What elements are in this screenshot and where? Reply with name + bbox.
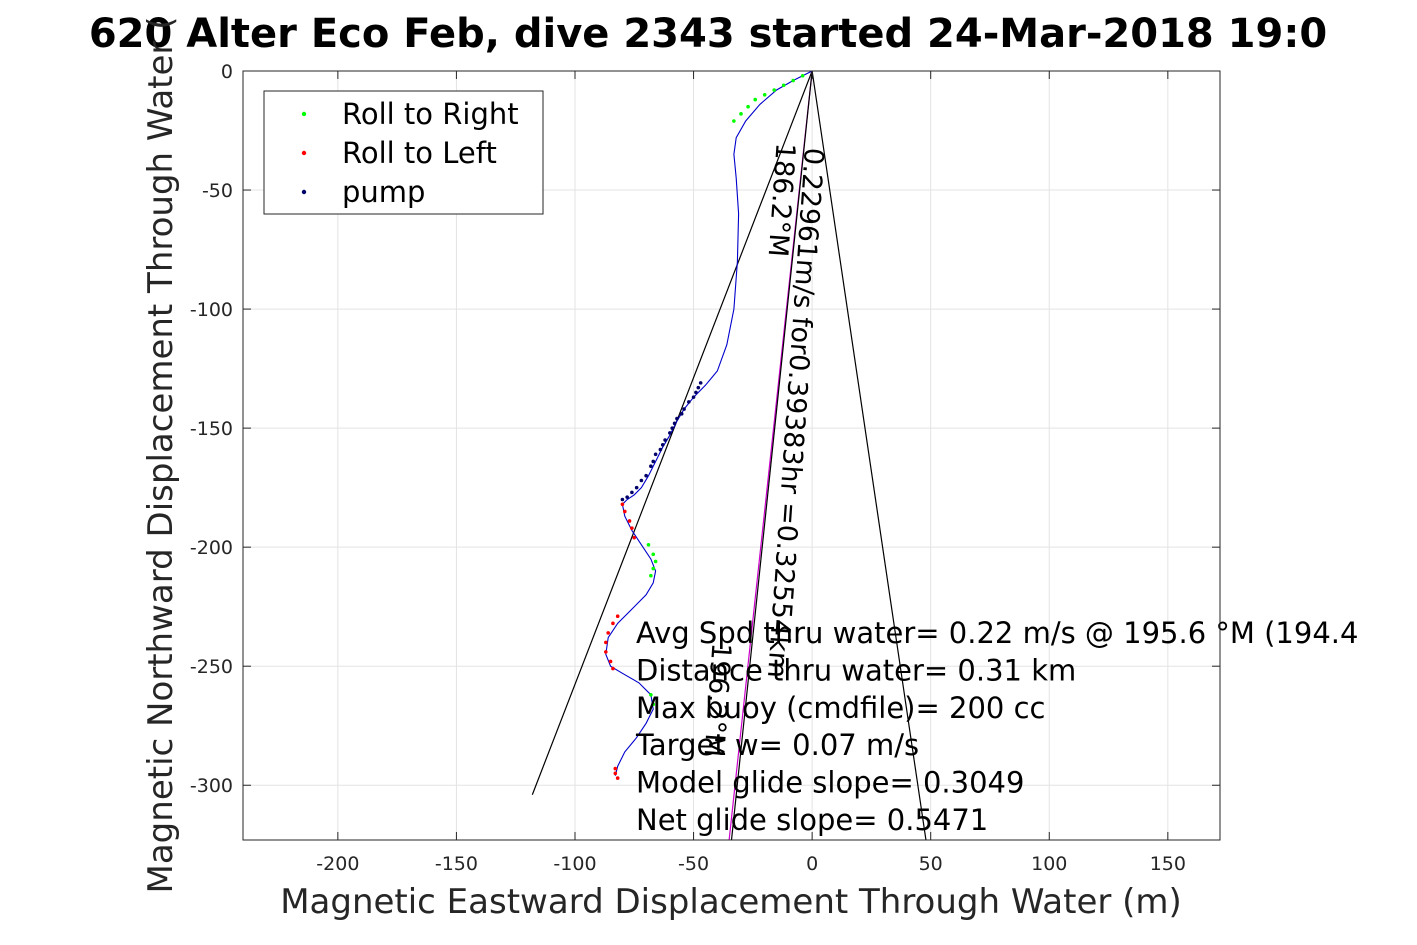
y-tick-label: -50: [202, 180, 233, 202]
x-axis-label: Magnetic Eastward Displacement Through W…: [280, 882, 1182, 922]
roll-to-left-point: [611, 666, 615, 671]
roll-to-left-point: [615, 614, 620, 619]
legend: Roll to Right Roll to Left pump: [263, 90, 544, 215]
roll-to-right-point: [649, 573, 653, 578]
pump-point: [691, 395, 696, 399]
pump-point: [625, 495, 629, 499]
pump-point: [668, 431, 672, 435]
roll-to-left-point: [632, 535, 637, 540]
roll-to-right-point: [649, 692, 653, 697]
x-axis-ticks: -200 -150 -100 -50 0 50 100 150: [316, 71, 1186, 875]
roll-to-right-point: [651, 702, 656, 707]
roll-to-left-point: [615, 776, 620, 780]
pump-point: [639, 478, 644, 483]
legend-marker: [301, 150, 307, 156]
roll-to-left-point: [604, 640, 608, 645]
legend-entry-roll-to-right: Roll to Right: [342, 97, 519, 131]
y-tick-label: -250: [190, 656, 233, 678]
roll-to-right-point: [800, 73, 805, 78]
roll-to-right-point: [732, 119, 736, 123]
pump-point: [660, 442, 665, 447]
chart-title: 620 Alter Eco Feb, dive 2343 started 24-…: [89, 11, 1327, 57]
pump-point: [634, 485, 639, 490]
roll-to-right-point: [746, 104, 750, 109]
pump-point: [630, 490, 634, 495]
reference-lines: [531, 70, 927, 841]
pump-point: [679, 412, 684, 416]
pump-point: [663, 438, 667, 442]
pump-point: [682, 407, 686, 411]
y-axis-ticks: 0 -50 -100 -150 -200 -250 -300: [190, 61, 1220, 797]
roll-to-right-point: [753, 97, 758, 102]
legend-entry-pump: pump: [342, 175, 425, 209]
x-tick-label: -100: [553, 853, 596, 875]
legend-marker: [301, 111, 307, 117]
roll-to-right-point: [772, 88, 776, 92]
y-tick-label: -200: [190, 537, 233, 559]
plot-frame: [242, 70, 1221, 841]
roll-to-right-point: [653, 559, 658, 564]
annotation-line-6: Net glide slope= 0.5471: [636, 803, 988, 837]
pump-point: [653, 452, 658, 457]
y-tick-label: -100: [190, 299, 233, 321]
legend-box: [263, 90, 544, 215]
pump-point: [620, 497, 625, 502]
roll-to-right-point: [739, 112, 743, 116]
roll-to-left-point: [606, 631, 610, 635]
x-tick-label: 150: [1150, 853, 1186, 875]
roll-to-left-point: [630, 526, 634, 530]
black-line-c: [730, 70, 813, 841]
pump-point: [670, 426, 675, 430]
legend-entry-roll-to-left: Roll to Left: [342, 136, 497, 170]
pump-point: [696, 385, 701, 390]
roll-to-left-point: [611, 621, 615, 626]
roll-to-right-point: [651, 552, 656, 557]
roll-to-left-point: [613, 766, 618, 771]
y-tick-label: 0: [221, 61, 233, 83]
roll-to-left-point: [620, 502, 625, 507]
black-line-a: [531, 70, 813, 795]
y-tick-label: -150: [190, 418, 233, 440]
pump-point: [649, 464, 653, 469]
roll-to-left-point: [604, 650, 608, 654]
roll-to-right-point: [791, 78, 795, 83]
x-tick-label: 100: [1031, 853, 1067, 875]
annotation-line-5: Model glide slope= 0.3049: [636, 766, 1024, 800]
roll-to-right-point: [781, 83, 786, 88]
pump-point: [675, 416, 679, 421]
glider-track: [605, 70, 813, 776]
pump-point: [694, 390, 698, 395]
roll-to-left-point: [627, 519, 632, 523]
x-tick-label: 0: [806, 853, 818, 875]
pump-point: [651, 459, 656, 464]
annotation-line-1: Avg Spd thru water= 0.22 m/s @ 195.6 °M …: [636, 616, 1358, 650]
x-tick-label: 50: [919, 853, 943, 875]
x-tick-label: -50: [678, 853, 709, 875]
roll-to-left-point: [608, 659, 613, 664]
track-line: [605, 70, 813, 776]
pump-point: [644, 473, 648, 478]
markers: [604, 73, 805, 780]
annotation-line-2: Distance thru water= 0.31 km: [636, 653, 1076, 687]
roll-to-right-point: [762, 93, 767, 97]
x-tick-label: -200: [316, 853, 359, 875]
roll-to-right-point: [651, 566, 656, 571]
roll-to-left-point: [622, 509, 627, 514]
annotation-line-4: Target w= 0.07 m/s: [635, 728, 919, 762]
black-line-b: [811, 70, 927, 841]
y-axis-label: Magnetic Northward Displacement Through …: [141, 17, 181, 894]
x-tick-label: -150: [435, 853, 478, 875]
legend-marker: [301, 189, 307, 195]
pump-point: [658, 447, 663, 452]
y-tick-label: -300: [190, 775, 233, 797]
annotation-line-3: Max buoy (cmdfile)= 200 cc: [636, 691, 1045, 725]
pump-point: [672, 421, 677, 426]
roll-to-left-point: [613, 771, 618, 776]
roll-to-right-point: [646, 542, 651, 547]
pump-point: [687, 400, 691, 404]
pump-point: [698, 381, 703, 385]
annotations: Avg Spd thru water= 0.22 m/s @ 195.6 °M …: [635, 616, 1358, 837]
